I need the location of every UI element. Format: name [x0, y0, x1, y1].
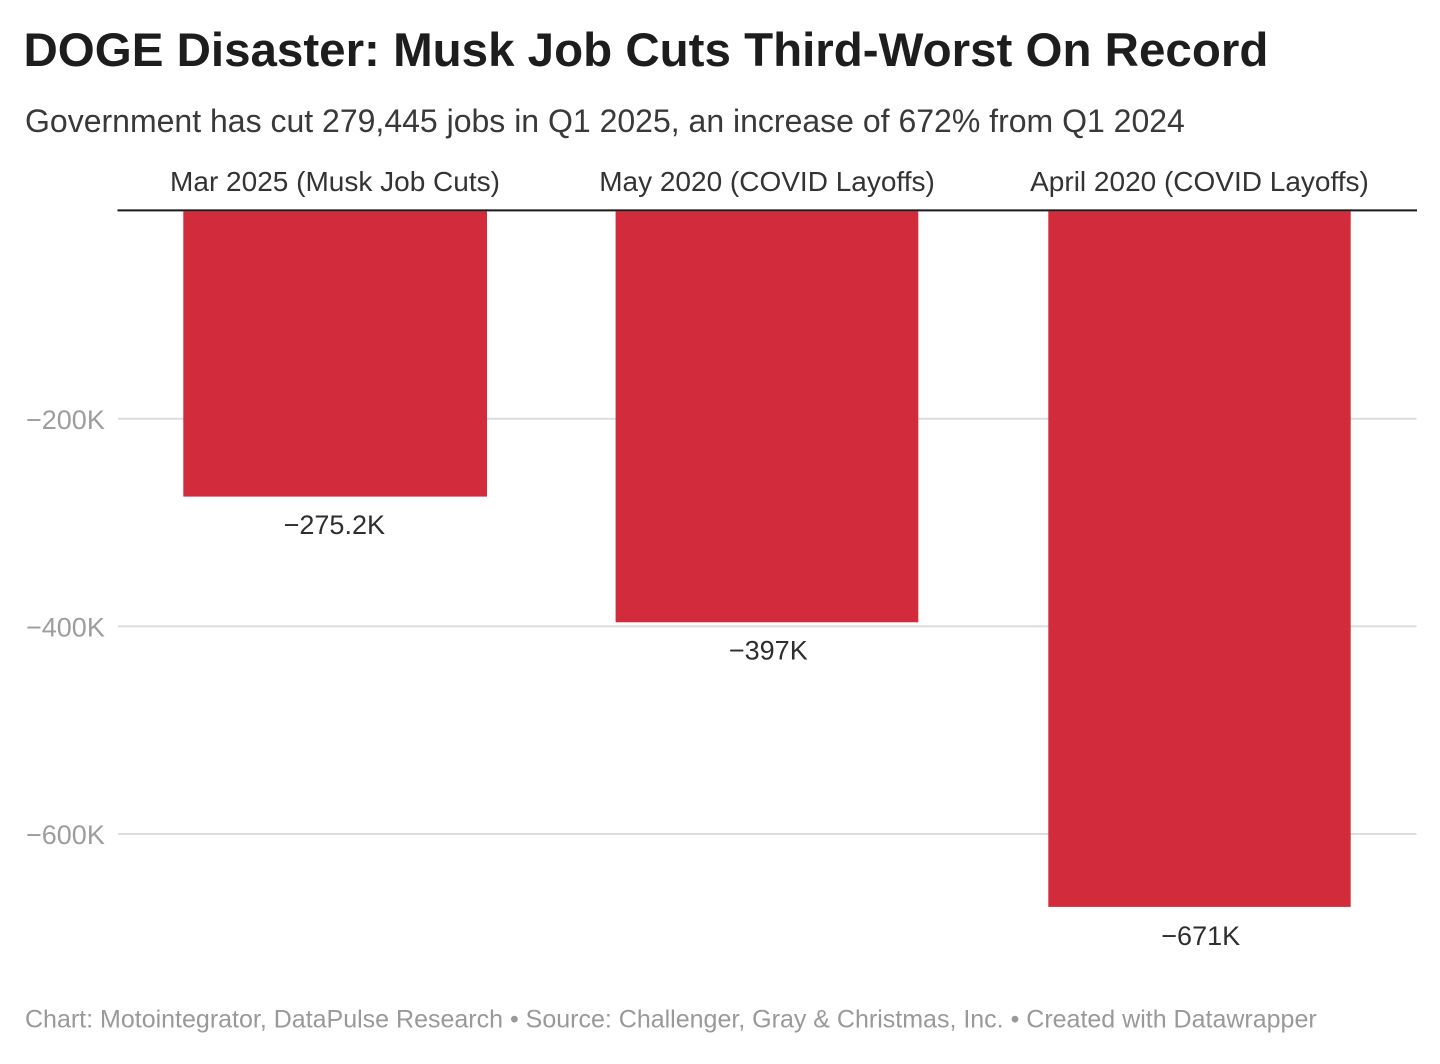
svg-text:−400K: −400K — [26, 612, 105, 642]
svg-text:April 2020 (COVID Layoffs): April 2020 (COVID Layoffs) — [1030, 166, 1369, 197]
svg-text:Mar 2025 (Musk Job Cuts): Mar 2025 (Musk Job Cuts) — [170, 166, 500, 197]
svg-text:DOGE Disaster: Musk Job Cuts T: DOGE Disaster: Musk Job Cuts Third-Worst… — [24, 24, 1269, 77]
svg-text:−671K: −671K — [1161, 921, 1240, 951]
svg-text:−275.2K: −275.2K — [284, 510, 385, 540]
svg-text:May 2020 (COVID Layoffs): May 2020 (COVID Layoffs) — [599, 166, 935, 197]
svg-text:−397K: −397K — [729, 636, 808, 666]
svg-text:−600K: −600K — [26, 820, 105, 850]
svg-text:−200K: −200K — [26, 405, 105, 435]
svg-text:Government has cut 279,445 job: Government has cut 279,445 jobs in Q1 20… — [25, 103, 1185, 139]
svg-text:Chart: Motointegrator, DataPul: Chart: Motointegrator, DataPulse Researc… — [25, 1005, 1317, 1033]
